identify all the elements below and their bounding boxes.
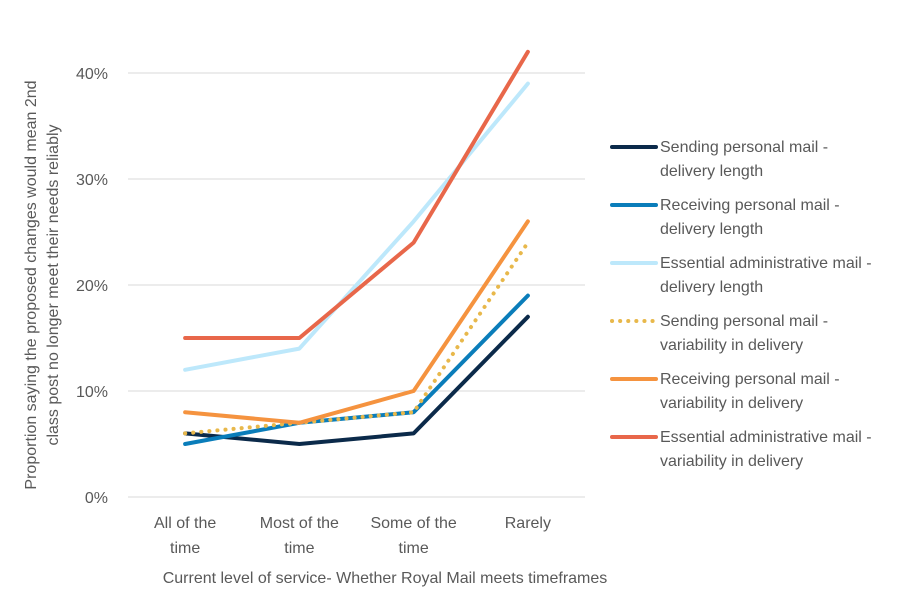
legend-label: Essential administrative mail - [660, 429, 872, 446]
x-tick-label: Rarely [505, 515, 551, 532]
legend-label: Sending personal mail - [660, 139, 828, 156]
series-line [183, 240, 530, 436]
series-line [183, 219, 530, 425]
y-tick-label: 40% [76, 66, 108, 83]
x-tick-label: Most of the [260, 515, 339, 532]
legend-label: Receiving personal mail - [660, 197, 840, 214]
series-line [183, 49, 530, 340]
y-tick-label: 20% [76, 278, 108, 295]
legend-label: delivery length [660, 279, 763, 296]
x-tick-label: time [284, 540, 314, 557]
y-tick-label: 10% [76, 384, 108, 401]
x-tick-label: All of the [154, 515, 216, 532]
legend-label: delivery length [660, 163, 763, 180]
y-axis-title: class post no longer meet their needs re… [45, 124, 62, 445]
legend-label: Receiving personal mail - [660, 371, 840, 388]
x-tick-label: Some of the [370, 515, 456, 532]
legend-label: delivery length [660, 221, 763, 238]
y-tick-label: 30% [76, 172, 108, 189]
legend-label: variability in delivery [660, 395, 803, 412]
y-tick-label: 0% [85, 490, 108, 507]
series-line [183, 314, 530, 446]
x-tick-label: time [399, 540, 429, 557]
x-tick-label: time [170, 540, 200, 557]
legend-label: variability in delivery [660, 453, 803, 470]
x-axis-title: Current level of service- Whether Royal … [163, 570, 608, 587]
legend-label: variability in delivery [660, 337, 803, 354]
y-axis-title: Proportion saying the proposed changes w… [23, 80, 40, 489]
legend-label: Sending personal mail - [660, 313, 828, 330]
series-line [183, 81, 530, 372]
legend-label: Essential administrative mail - [660, 255, 872, 272]
